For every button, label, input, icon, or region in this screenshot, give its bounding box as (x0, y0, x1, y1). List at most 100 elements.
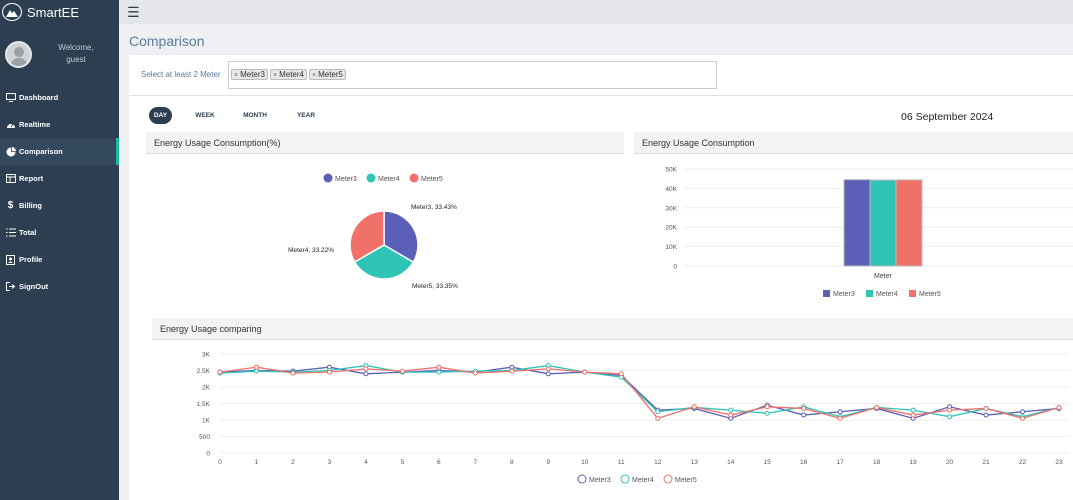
data-point[interactable] (363, 366, 369, 372)
bar[interactable] (895, 179, 923, 267)
data-point[interactable] (582, 369, 588, 375)
data-point[interactable] (472, 370, 478, 376)
bar[interactable] (843, 179, 871, 267)
legend-label[interactable]: Meter5 (421, 176, 443, 183)
x-tick-label: 2 (291, 459, 295, 466)
sidebar-item-total[interactable]: Total (0, 219, 119, 246)
meter-tag[interactable]: × Meter3 (231, 69, 268, 80)
pie-slice[interactable] (353, 244, 415, 280)
legend-marker (409, 173, 419, 183)
meter-tag-label: Meter5 (318, 70, 343, 79)
remove-tag-icon[interactable]: × (273, 72, 278, 79)
data-point[interactable] (509, 368, 515, 374)
data-point[interactable] (655, 415, 661, 421)
data-point[interactable] (947, 407, 953, 413)
x-tick-label: 17 (837, 459, 845, 466)
data-point[interactable] (910, 407, 916, 413)
data-point[interactable] (545, 366, 551, 372)
brand[interactable]: SmartEE (0, 0, 119, 24)
data-point[interactable] (837, 415, 843, 421)
legend-marker (323, 173, 333, 183)
data-point[interactable] (837, 409, 843, 415)
y-tick-label: 2.5K (197, 368, 211, 375)
sidebar-item-billing[interactable]: $ Billing (0, 192, 119, 219)
legend-label[interactable]: Meter5 (919, 291, 941, 298)
y-tick-label: 0 (673, 264, 677, 271)
data-point[interactable] (983, 412, 989, 418)
data-point[interactable] (618, 371, 624, 377)
sidebar-item-report[interactable]: Report (0, 165, 119, 192)
data-point[interactable] (801, 412, 807, 418)
data-point[interactable] (947, 414, 953, 420)
table-icon (5, 174, 16, 183)
bar[interactable] (869, 179, 897, 267)
data-point[interactable] (983, 405, 989, 411)
legend-label[interactable]: Meter3 (589, 477, 611, 484)
series-line (219, 366, 1060, 420)
x-tick-label: 6 (437, 459, 441, 466)
list-icon (5, 228, 16, 237)
data-point[interactable] (217, 369, 223, 375)
period-day-button[interactable]: DAY (149, 107, 172, 124)
legend-label[interactable]: Meter4 (632, 477, 654, 484)
legend-label[interactable]: Meter5 (675, 477, 697, 484)
user-panel: Welcome, guest (0, 29, 119, 79)
data-point[interactable] (326, 369, 332, 375)
y-tick-label: 2K (202, 385, 211, 392)
legend-label[interactable]: Meter4 (876, 291, 898, 298)
pie-chart: Meter3 Meter4 Meter5 Meter3, 33.43% Meter4, … (288, 173, 458, 290)
meter-select-input[interactable]: × Meter3 × Meter4 × Meter5 (228, 61, 717, 89)
data-point[interactable] (874, 404, 880, 410)
data-point[interactable] (764, 410, 770, 416)
data-point[interactable] (1020, 415, 1026, 421)
data-point[interactable] (655, 409, 661, 415)
sidebar-item-dashboard[interactable]: Dashboard (0, 84, 119, 111)
sidebar-item-signout[interactable]: SignOut (0, 273, 119, 300)
period-month-button[interactable]: MONTH (243, 112, 267, 119)
y-tick-label: 3K (202, 352, 211, 359)
y-tick-label: 50K (665, 167, 677, 174)
remove-tag-icon[interactable]: × (234, 72, 239, 79)
data-point[interactable] (436, 364, 442, 370)
legend-label[interactable]: Meter3 (833, 291, 855, 298)
data-point[interactable] (436, 369, 442, 375)
legend-marker (866, 290, 873, 297)
sidebar-item-comparison[interactable]: Comparison (0, 138, 119, 165)
legend-label[interactable]: Meter4 (378, 176, 400, 183)
legend-marker (909, 290, 916, 297)
bar-panel-title: Energy Usage Consumption (634, 132, 1073, 154)
remove-tag-icon[interactable]: × (312, 72, 317, 79)
y-tick-label: 20K (665, 225, 677, 232)
pie-slice[interactable] (349, 210, 385, 264)
data-point[interactable] (363, 371, 369, 377)
meter-tag[interactable]: × Meter5 (309, 69, 346, 80)
data-point[interactable] (728, 407, 734, 413)
legend-label[interactable]: Meter3 (335, 176, 357, 183)
data-point[interactable] (691, 404, 697, 410)
data-point[interactable] (253, 368, 259, 374)
sidebar-item-realtime[interactable]: Realtime (0, 111, 119, 138)
data-point[interactable] (1056, 404, 1062, 410)
meter-tag[interactable]: × Meter4 (270, 69, 307, 80)
period-week-button[interactable]: WEEK (195, 112, 215, 119)
sidebar-item-profile[interactable]: Profile (0, 246, 119, 273)
data-point[interactable] (728, 412, 734, 418)
x-tick-label: 16 (800, 459, 808, 466)
period-year-button[interactable]: YEAR (296, 112, 316, 119)
pie-slice-label: Meter4, 33.22% (288, 247, 334, 254)
data-point[interactable] (399, 368, 405, 374)
data-point[interactable] (290, 370, 296, 376)
data-point[interactable] (253, 364, 259, 370)
data-point[interactable] (801, 405, 807, 411)
y-tick-label: 0 (206, 451, 210, 458)
monitor-icon (5, 93, 16, 102)
hamburger-menu-icon[interactable]: ☰ (127, 4, 140, 20)
data-point[interactable] (1020, 409, 1026, 415)
sidebar-nav: Dashboard Realtime Comparison Report $ B… (0, 84, 119, 300)
x-tick-label: 14 (727, 459, 735, 466)
sidebar-item-label: SignOut (19, 282, 49, 291)
data-point[interactable] (910, 412, 916, 418)
x-tick-label: 13 (691, 459, 699, 466)
data-point[interactable] (764, 404, 770, 410)
data-point[interactable] (545, 371, 551, 377)
